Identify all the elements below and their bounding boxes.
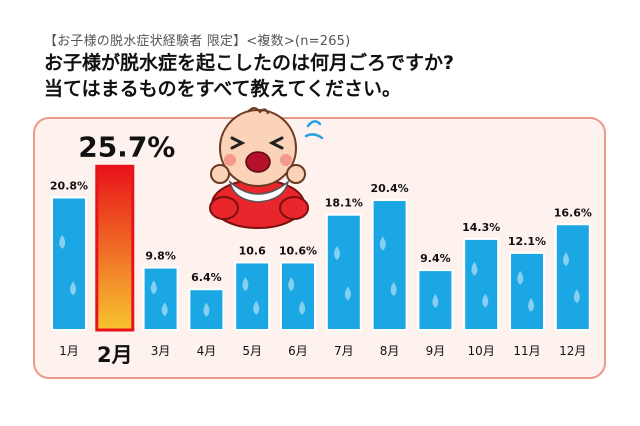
water-drop-icon — [517, 270, 524, 285]
category-label: 1月 — [59, 344, 79, 358]
bar — [554, 223, 591, 331]
water-drop-icon — [70, 281, 77, 296]
water-drop-icon — [379, 236, 386, 251]
category-label: 9月 — [426, 344, 446, 358]
category-label: 8月 — [380, 344, 400, 358]
data-label: 9.4% — [420, 252, 451, 265]
category-label: 7月 — [334, 344, 354, 358]
water-drop-icon — [528, 297, 535, 312]
survey-subtitle: 【お子様の脱水症状経験者 限定】<複数>(n=265) — [44, 34, 351, 49]
water-drop-icon — [390, 282, 397, 297]
question-line-2: 当てはまるものをすべて教えてください。 — [44, 78, 402, 100]
water-drop-icon — [59, 234, 66, 249]
category-label: 10月 — [468, 344, 495, 358]
category-label: 4月 — [197, 344, 217, 358]
water-drop-icon — [334, 246, 340, 261]
water-drop-icon — [161, 302, 168, 317]
data-label: 9.8% — [145, 250, 176, 263]
water-drop-icon — [253, 300, 260, 315]
water-drop-icon — [482, 293, 489, 308]
question-title: お子様が脱水症を起こしたのは何月ごろですか? 当てはまるものをすべて教えてくださ… — [44, 50, 454, 102]
category-label: 11月 — [513, 344, 540, 358]
crying-baby-illustration — [209, 107, 324, 229]
water-drop-icon — [242, 277, 249, 292]
bar — [463, 237, 500, 331]
question-line-1: お子様が脱水症を起こしたのは何月ごろですか? — [44, 52, 455, 74]
water-drop-icon — [203, 302, 210, 317]
bar — [280, 261, 316, 331]
bar — [371, 199, 408, 331]
water-drop-icon — [150, 280, 157, 295]
water-drop-icon — [432, 294, 439, 309]
data-label-highlight: 25.7% — [78, 130, 175, 163]
data-label: 14.3% — [462, 221, 500, 234]
data-label: 18.1% — [325, 197, 363, 210]
category-label: 3月 — [151, 344, 171, 358]
bar — [142, 266, 179, 332]
data-label: 20.8% — [50, 179, 88, 192]
water-drop-icon — [344, 286, 351, 301]
water-drop-icon — [471, 261, 478, 276]
bar — [509, 251, 545, 331]
water-drop-icon — [299, 300, 306, 315]
bar — [234, 261, 271, 331]
bar — [51, 196, 87, 331]
data-label: 16.6% — [554, 206, 592, 219]
bar — [325, 213, 362, 331]
data-label: 10.6% — [279, 244, 317, 257]
category-label: 12月 — [559, 344, 586, 358]
water-drop-icon — [288, 277, 295, 292]
bar-highlight — [95, 164, 135, 332]
category-label: 6月 — [288, 344, 308, 358]
data-label: 20.4% — [371, 182, 409, 195]
data-label: 12.1% — [508, 235, 546, 248]
data-label: 6.4% — [191, 271, 222, 284]
category-label-highlight: 2月 — [97, 343, 133, 367]
water-drop-icon — [563, 252, 569, 267]
category-label: 5月 — [242, 344, 262, 358]
water-drop-icon — [573, 289, 580, 304]
data-label: 10.6 — [239, 244, 266, 257]
